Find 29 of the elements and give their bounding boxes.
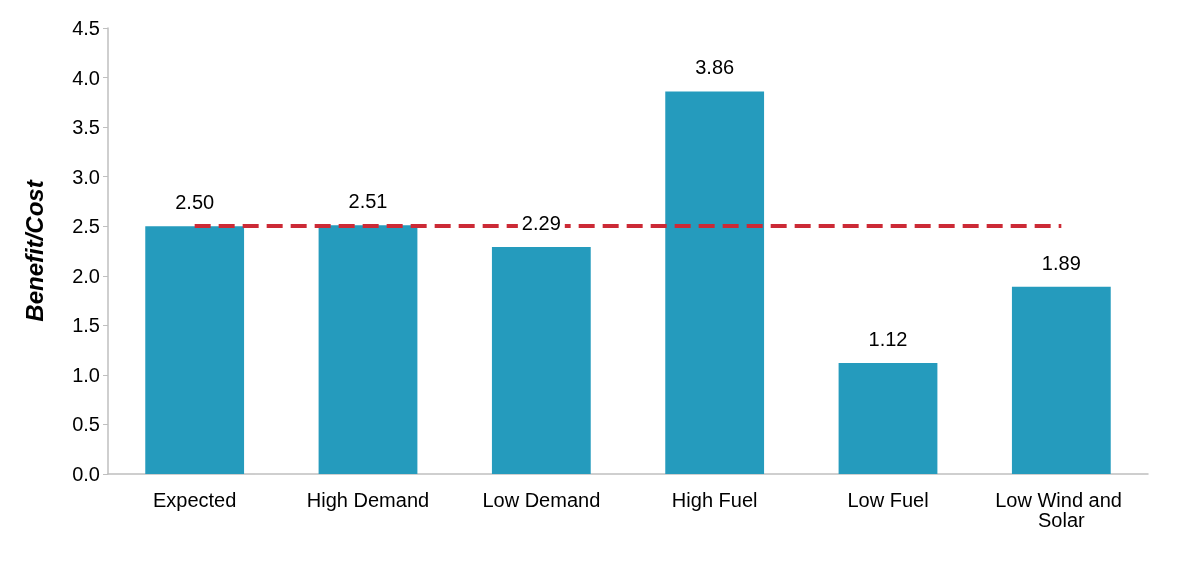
x-tick-label: Low Fuel	[847, 489, 929, 511]
bar	[838, 363, 938, 474]
y-tick-label: 2.0	[72, 264, 100, 287]
data-label: 2.29	[521, 212, 561, 235]
bar	[665, 91, 765, 474]
x-tick-label: Expected	[152, 489, 237, 511]
y-tick-label: 0.0	[72, 463, 100, 485]
data-label: 1.89	[1041, 251, 1081, 274]
y-tick-label: 0.5	[72, 413, 100, 436]
x-tick-label: High Demand	[306, 489, 430, 511]
x-tick-label: High Fuel	[671, 489, 758, 511]
y-tick-label: 4.0	[72, 66, 100, 89]
data-label: 2.51	[348, 190, 388, 213]
y-axis-title: Benefit/Cost	[20, 179, 48, 322]
bar	[1011, 286, 1111, 474]
y-tick-label: 2.5	[72, 215, 100, 238]
data-label: 3.86	[695, 56, 735, 79]
y-tick-label: 1.5	[72, 314, 100, 337]
data-label: 1.12	[868, 328, 908, 350]
y-tick-label: 4.5	[72, 17, 100, 39]
bar	[145, 226, 245, 474]
y-tick-label: 3.0	[72, 165, 100, 188]
x-tick-label: Low Demand	[482, 489, 601, 511]
data-label: 2.50	[175, 191, 215, 214]
x-tick-label: Low Wind and Solar	[995, 489, 1128, 531]
y-tick-label: 3.5	[72, 116, 100, 139]
bar	[491, 247, 591, 474]
bar	[318, 225, 418, 474]
y-tick-label: 1.0	[72, 363, 100, 386]
